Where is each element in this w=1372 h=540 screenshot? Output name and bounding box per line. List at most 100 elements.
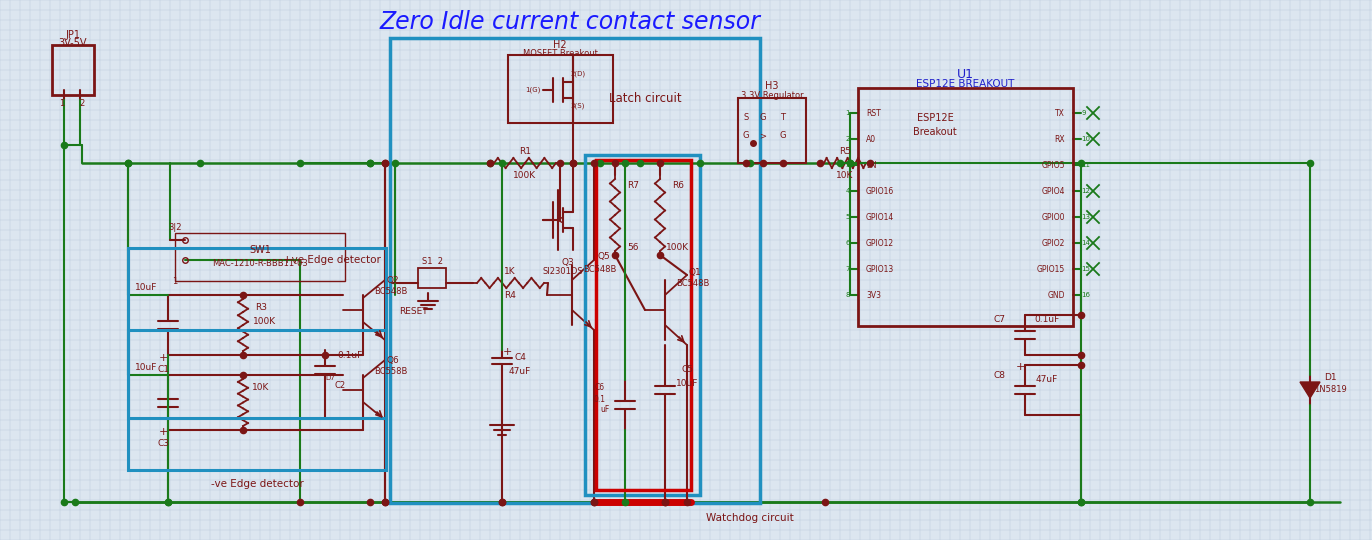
Text: +: + xyxy=(158,353,167,363)
Text: uF: uF xyxy=(601,406,609,415)
Text: R1: R1 xyxy=(519,146,531,156)
Text: R5: R5 xyxy=(840,146,851,156)
Text: Q1: Q1 xyxy=(689,267,701,276)
Text: >: > xyxy=(760,132,767,140)
Text: GND: GND xyxy=(1047,291,1065,300)
Text: 12: 12 xyxy=(1081,188,1089,194)
Text: 3: 3 xyxy=(845,162,851,168)
Text: 3|2: 3|2 xyxy=(169,222,181,232)
Text: T: T xyxy=(781,113,786,123)
Text: GPIO13: GPIO13 xyxy=(866,265,895,273)
Text: Watchdog circuit: Watchdog circuit xyxy=(707,513,794,523)
Text: 2: 2 xyxy=(845,136,851,142)
Bar xyxy=(858,88,1073,326)
Text: RESET: RESET xyxy=(399,307,427,315)
Text: H2: H2 xyxy=(553,40,567,50)
Text: BC558B: BC558B xyxy=(375,368,407,376)
Text: S1  2: S1 2 xyxy=(421,256,443,266)
Text: R6: R6 xyxy=(672,180,685,190)
Text: 100K: 100K xyxy=(513,171,536,179)
Text: 10uF: 10uF xyxy=(676,380,698,388)
Text: G: G xyxy=(760,113,766,123)
Text: SI2301DS: SI2301DS xyxy=(543,267,583,276)
Bar xyxy=(128,248,386,418)
Text: 1(G): 1(G) xyxy=(525,87,541,93)
Text: 1: 1 xyxy=(59,98,64,107)
Text: R3: R3 xyxy=(255,303,268,313)
Bar xyxy=(584,155,700,495)
Text: 8: 8 xyxy=(845,292,851,298)
Text: C6: C6 xyxy=(595,383,605,393)
Text: ESP12E BREAKOUT: ESP12E BREAKOUT xyxy=(916,79,1014,89)
Text: +: + xyxy=(1015,362,1025,372)
Bar xyxy=(508,55,613,123)
Text: U1: U1 xyxy=(956,68,974,80)
Text: 10: 10 xyxy=(1081,136,1089,142)
Text: 5: 5 xyxy=(845,214,851,220)
Text: GPIO14: GPIO14 xyxy=(866,213,895,221)
Text: 47uF: 47uF xyxy=(509,368,531,376)
Bar xyxy=(52,45,95,95)
Text: 3(S): 3(S) xyxy=(571,103,586,109)
Text: C5: C5 xyxy=(681,366,693,375)
Text: SW1: SW1 xyxy=(250,245,270,255)
Bar xyxy=(418,268,446,288)
Text: 7: 7 xyxy=(845,266,851,272)
Text: Zero Idle current contact sensor: Zero Idle current contact sensor xyxy=(380,10,760,34)
Text: C7: C7 xyxy=(993,315,1006,325)
Text: 16: 16 xyxy=(1081,292,1089,298)
Text: C1: C1 xyxy=(156,366,169,375)
Text: 10uF: 10uF xyxy=(134,363,158,373)
Text: H3: H3 xyxy=(766,81,779,91)
Text: 10K: 10K xyxy=(837,171,853,179)
Text: 0.1: 0.1 xyxy=(594,395,606,404)
Text: 47uF: 47uF xyxy=(1036,375,1058,383)
Bar xyxy=(738,98,805,163)
Text: GPIO2: GPIO2 xyxy=(1041,239,1065,247)
Text: +: + xyxy=(158,427,167,437)
Text: C2: C2 xyxy=(335,381,346,389)
Text: 56: 56 xyxy=(627,244,639,253)
Text: Breakout: Breakout xyxy=(914,127,956,137)
Text: 14: 14 xyxy=(1081,240,1089,246)
Text: 2: 2 xyxy=(80,98,85,107)
Text: GPIO0: GPIO0 xyxy=(1041,213,1065,221)
Text: 1N5819: 1N5819 xyxy=(1313,386,1346,395)
Text: 13: 13 xyxy=(1081,214,1089,220)
Polygon shape xyxy=(1301,382,1320,398)
Text: MAC-1210-R-BBB11-03: MAC-1210-R-BBB11-03 xyxy=(213,259,307,267)
Text: GPIO4: GPIO4 xyxy=(1041,186,1065,195)
Text: C4: C4 xyxy=(514,354,525,362)
Bar xyxy=(128,330,386,470)
Text: TX: TX xyxy=(1055,109,1065,118)
Text: 100K: 100K xyxy=(254,318,277,327)
Text: 1: 1 xyxy=(845,110,851,116)
Text: 2(D): 2(D) xyxy=(571,71,586,77)
Text: D1: D1 xyxy=(1324,374,1336,382)
Text: RST: RST xyxy=(866,109,881,118)
Text: R4: R4 xyxy=(504,291,516,300)
Text: ESP12E: ESP12E xyxy=(916,113,954,123)
Text: BC548B: BC548B xyxy=(676,280,709,288)
Text: C3: C3 xyxy=(156,438,169,448)
Text: G: G xyxy=(742,132,749,140)
Text: 3V3: 3V3 xyxy=(866,291,881,300)
Text: D7: D7 xyxy=(325,375,335,381)
Text: C8: C8 xyxy=(993,370,1006,380)
Text: BC548B: BC548B xyxy=(583,266,616,274)
Text: Q3: Q3 xyxy=(561,258,575,267)
Text: JP1: JP1 xyxy=(66,30,81,40)
Text: Q5: Q5 xyxy=(598,253,611,261)
Text: 10K: 10K xyxy=(252,383,270,393)
Text: 6: 6 xyxy=(845,240,851,246)
Text: BC548B: BC548B xyxy=(375,287,407,296)
Text: 15: 15 xyxy=(1081,266,1089,272)
Text: GPIO15: GPIO15 xyxy=(1037,265,1065,273)
Bar xyxy=(595,160,691,490)
Bar xyxy=(176,233,344,281)
Text: 100K: 100K xyxy=(667,244,690,253)
Text: 3V-5V: 3V-5V xyxy=(59,38,88,48)
Text: Q2: Q2 xyxy=(387,275,399,285)
Text: 0.1uF: 0.1uF xyxy=(1034,315,1059,325)
Text: 3.3V Regulator: 3.3V Regulator xyxy=(741,91,804,99)
